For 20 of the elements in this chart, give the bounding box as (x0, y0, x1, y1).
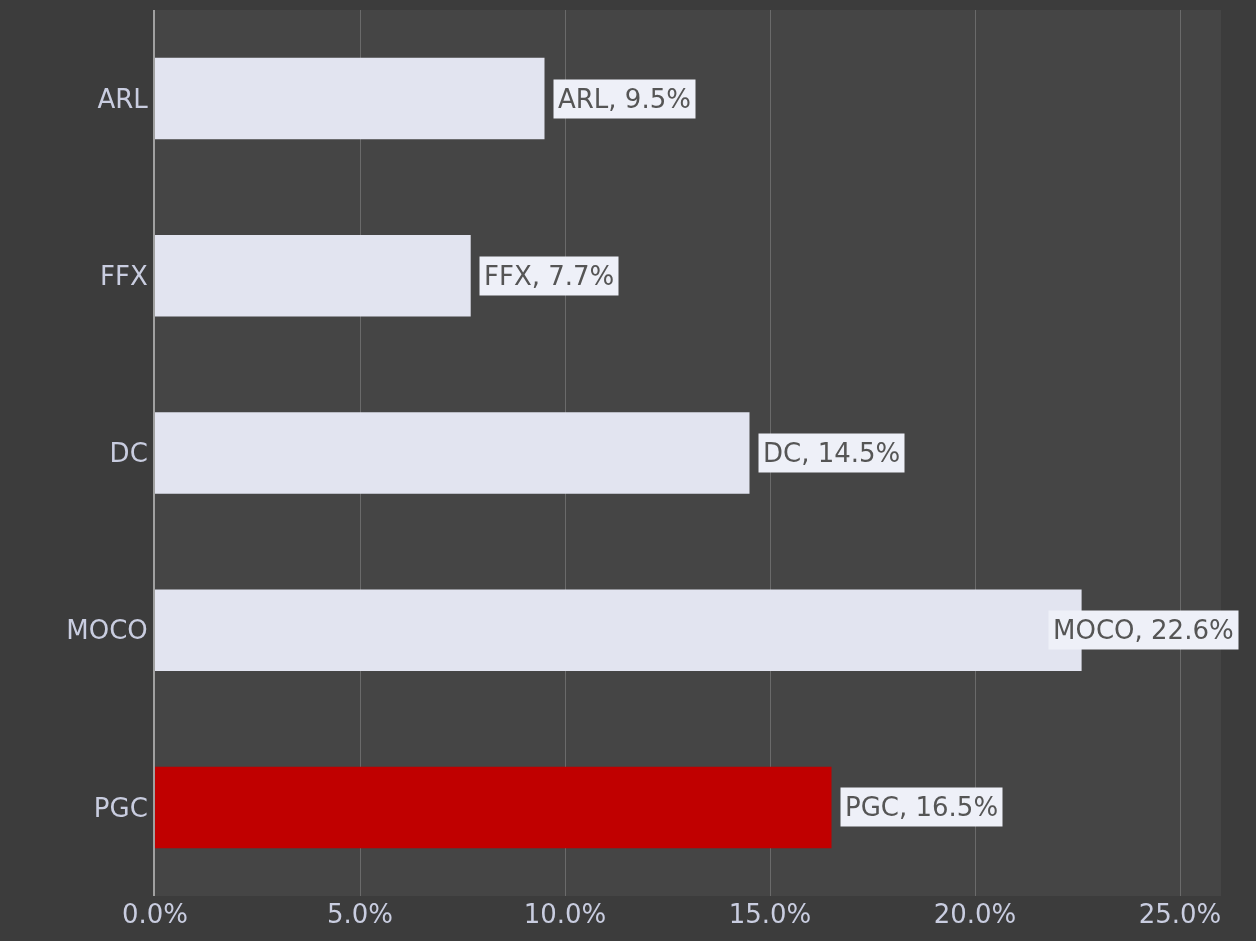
bar (155, 412, 750, 494)
bar (155, 57, 545, 140)
x-tick-label: 15.0% (728, 899, 812, 929)
data-label: FFX, 7.7% (484, 261, 615, 291)
bar (155, 766, 832, 849)
y-tick-label: ARL (97, 83, 149, 114)
y-tick-label: MOCO (66, 615, 148, 646)
bar (155, 235, 471, 317)
y-tick-label: DC (109, 438, 148, 469)
x-tick-label: 25.0% (1138, 899, 1222, 929)
x-tick-label: 10.0% (523, 899, 607, 929)
y-tick-label: PGC (93, 792, 148, 823)
data-label: ARL, 9.5% (558, 84, 691, 114)
data-label: PGC, 16.5% (845, 792, 999, 822)
y-tick-label: FFX (100, 260, 148, 291)
data-label: MOCO, 22.6% (1053, 615, 1234, 645)
x-tick-label: 0.0% (121, 899, 189, 929)
x-tick-label: 20.0% (933, 899, 1017, 929)
data-label: DC, 14.5% (763, 438, 901, 468)
x-tick-label: 5.0% (326, 899, 394, 929)
